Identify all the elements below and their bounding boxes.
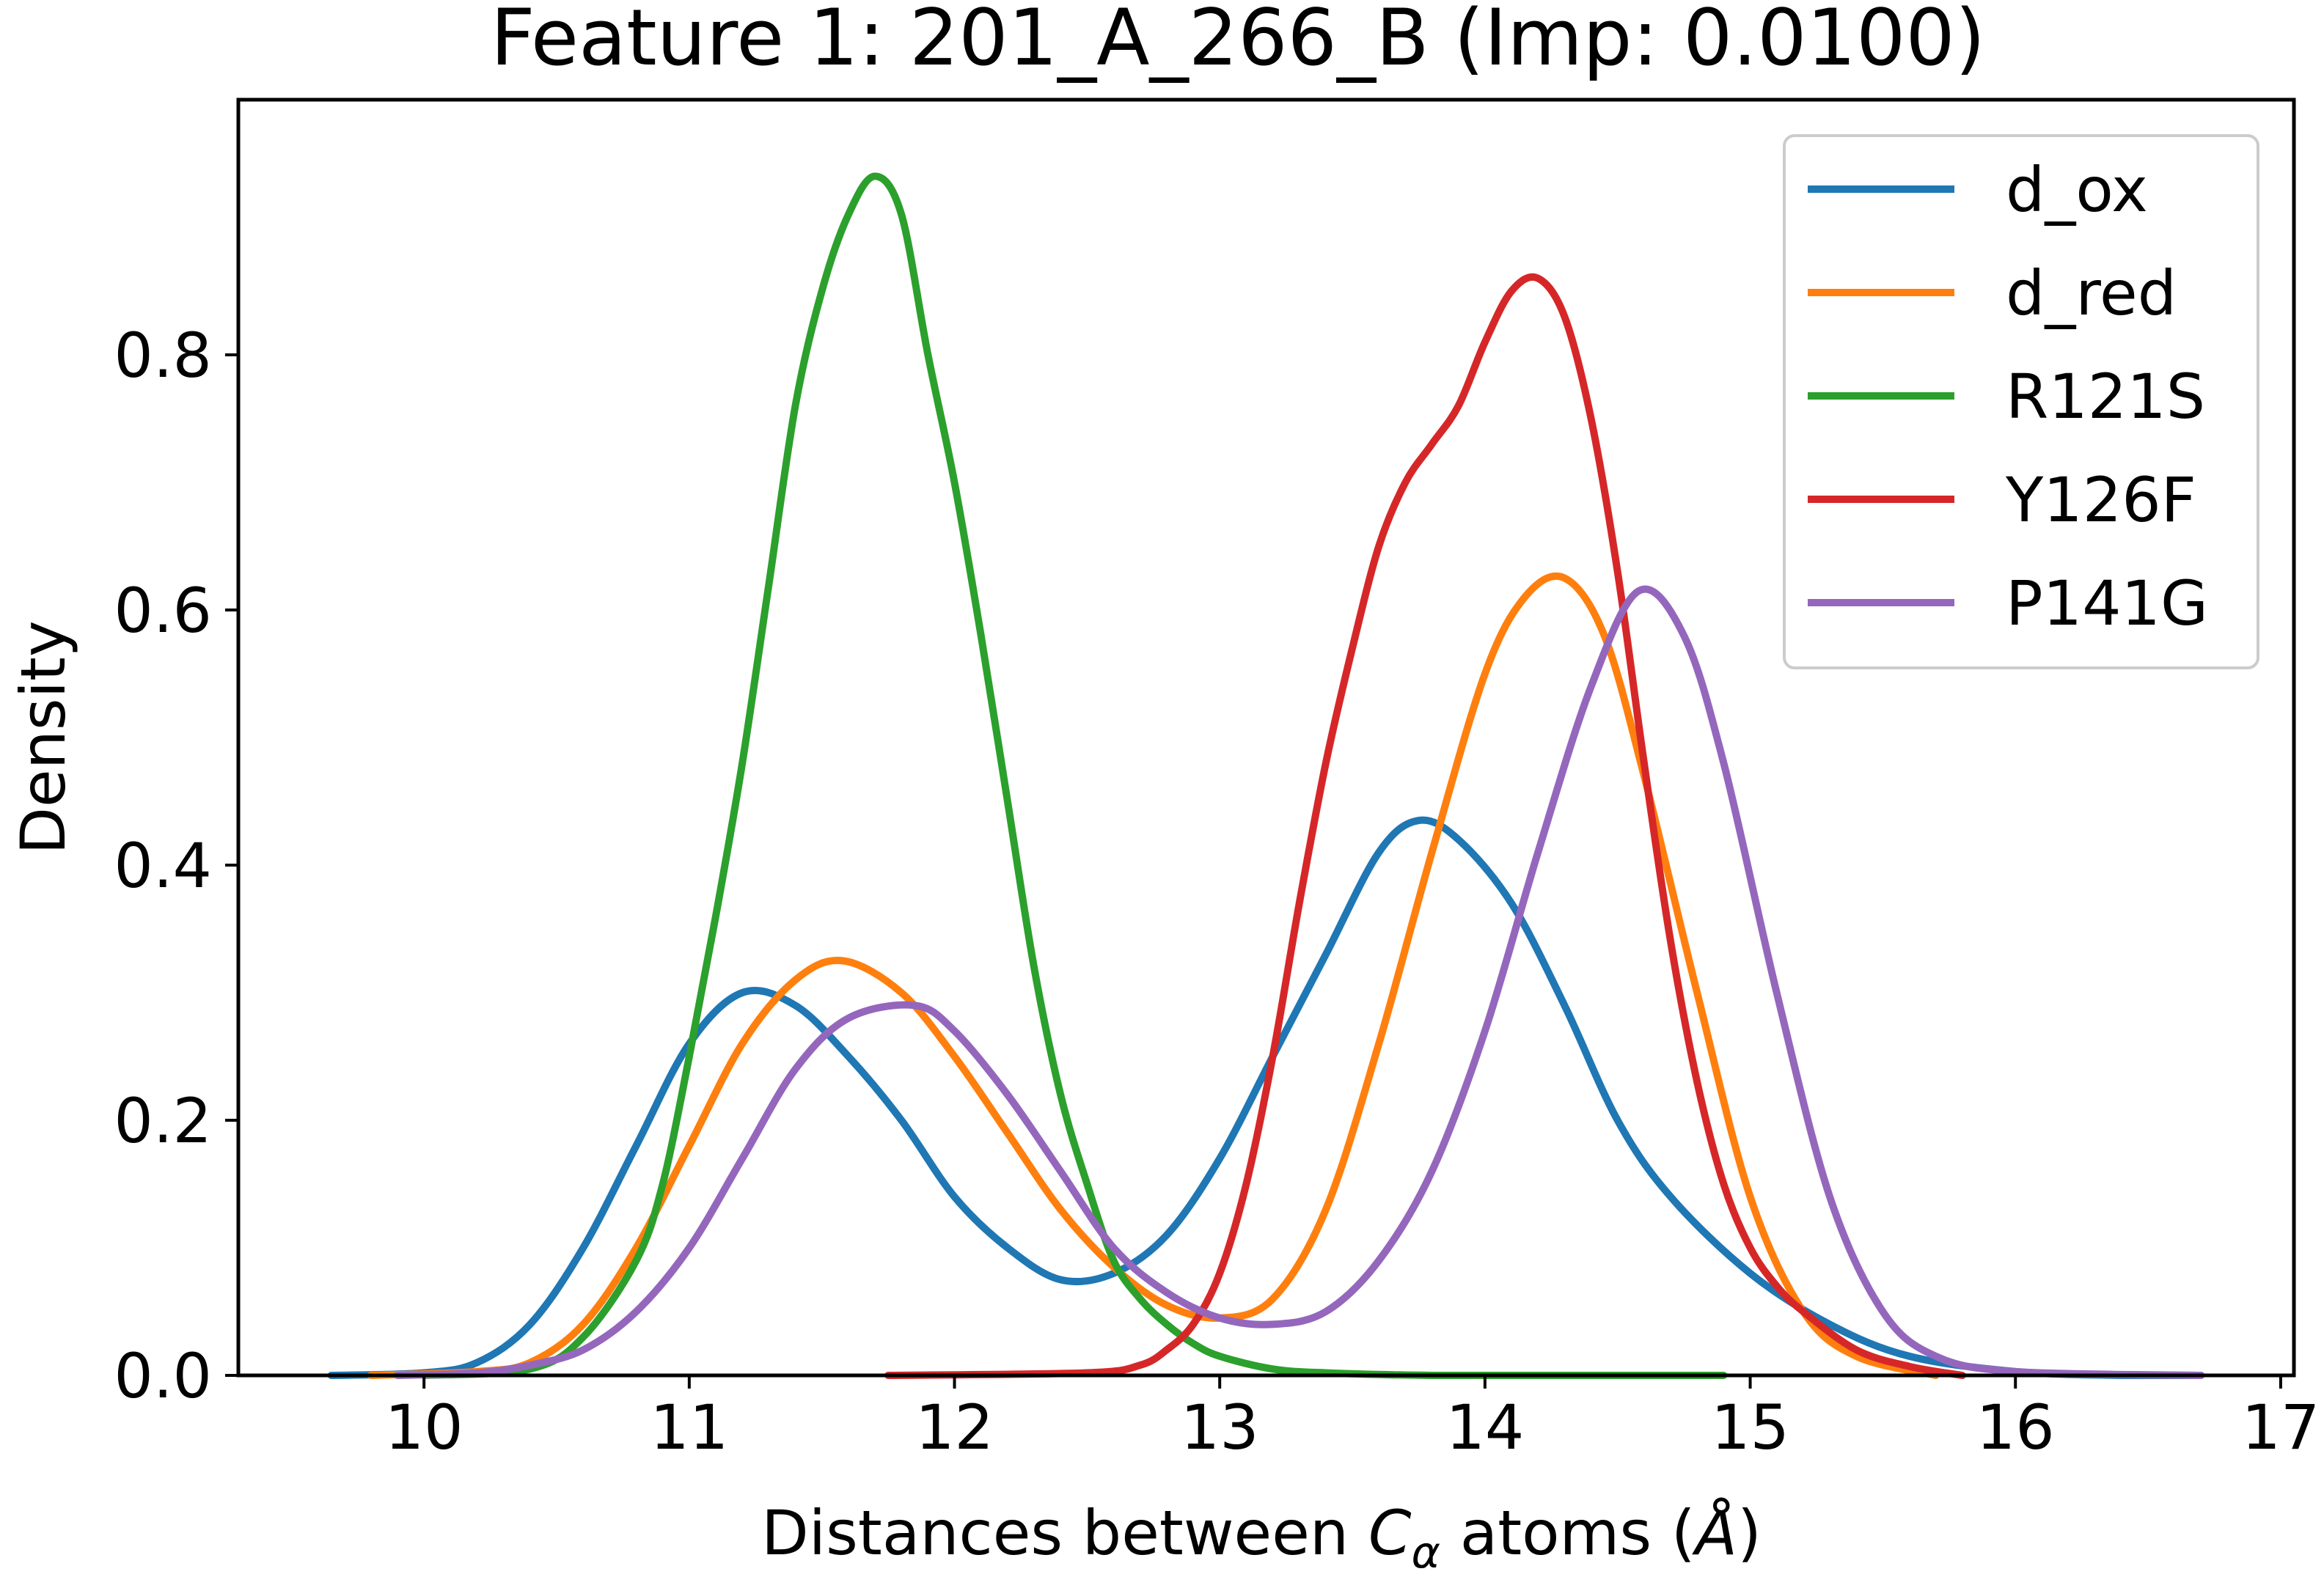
x-axis-label-subscript: α: [1411, 1527, 1440, 1577]
x-axis-label-unit: Å: [1692, 1496, 1737, 1569]
legend: d_ox d_red R121S Y126F P141G: [1783, 134, 2259, 669]
y-tick-label: 0.6: [114, 575, 212, 647]
x-tick-label: 15: [1711, 1392, 1789, 1463]
series-line-r121s: [420, 172, 1728, 1380]
x-tick-label: 13: [1181, 1392, 1259, 1463]
series-line-d-ox: [327, 816, 2205, 1379]
x-tick-label: 11: [650, 1392, 728, 1463]
legend-label: Y126F: [2005, 464, 2196, 536]
x-tick-label: 17: [2241, 1392, 2320, 1463]
x-axis-label-prefix: Distances between: [761, 1497, 1368, 1569]
x-tick-label: 16: [1976, 1392, 2055, 1463]
x-tick-label: 14: [1445, 1392, 1524, 1463]
x-axis-label: Distances between Cα atoms (Å): [761, 1496, 1762, 1577]
legend-label: R121S: [2006, 361, 2205, 433]
chart-title: Feature 1: 201_A_266_B (Imp: 0.0100): [491, 0, 1985, 83]
y-tick-label: 0.4: [114, 830, 212, 902]
legend-label: d_ox: [2006, 154, 2148, 226]
x-tick-label: 12: [915, 1392, 994, 1463]
x-axis-label-suffix: atoms (: [1440, 1497, 1696, 1569]
legend-label: d_red: [2006, 257, 2177, 329]
x-axis: 10 11 12 13 14 15 16 17: [385, 1375, 2320, 1463]
y-tick-label: 0.0: [114, 1340, 212, 1412]
series-line-p141g: [394, 585, 2205, 1379]
x-axis-label-close: ): [1737, 1497, 1762, 1569]
series-line-y126f: [884, 273, 1966, 1379]
y-axis-label: Density: [7, 620, 79, 854]
series-layer: [327, 172, 2205, 1380]
y-tick-label: 0.2: [114, 1085, 212, 1157]
legend-box: [1783, 134, 2259, 669]
x-tick-label: 10: [385, 1392, 463, 1463]
plot-area: [236, 98, 2296, 1380]
y-axis: 0.0 0.2 0.4 0.6 0.8: [114, 320, 238, 1412]
series-line-d-red: [367, 572, 1940, 1379]
x-axis-label-symbol: C: [1368, 1497, 1412, 1569]
y-tick-label: 0.8: [114, 320, 212, 392]
legend-label: P141G: [2006, 567, 2208, 639]
plot-frame: [236, 98, 2296, 1378]
